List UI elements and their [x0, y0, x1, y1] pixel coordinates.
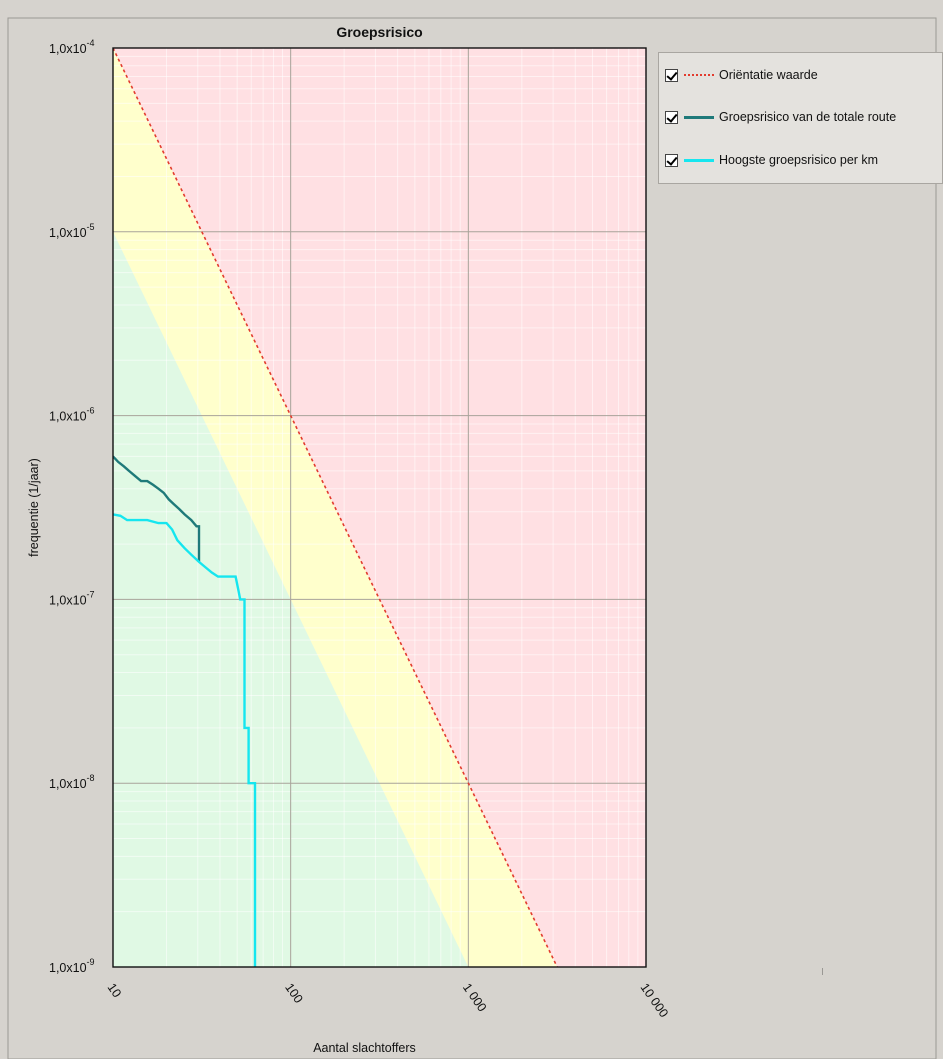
x-tick-label-0: 10	[105, 981, 124, 1000]
series-line-0	[113, 48, 558, 967]
y-tick-label-1: 1,0x10-5	[49, 222, 95, 240]
y-tick-exponent-3: -7	[87, 589, 95, 599]
legend-label-per-km: Hoogste groepsrisico per km	[719, 153, 879, 167]
plot-zones	[113, 48, 646, 967]
legend-checkbox-orientation[interactable]	[665, 68, 678, 82]
chart-title: Groepsrisico	[336, 24, 422, 40]
y-tick-label-0: 1,0x10-4	[49, 38, 95, 56]
y-tick-label-4: 1,0x10-8	[49, 773, 95, 791]
y-tick-label-3: 1,0x10-7	[49, 589, 95, 607]
legend-item-orientation[interactable]: Oriëntatie waarde	[665, 64, 818, 86]
legend-label-total-route: Groepsrisico van de totale route	[719, 110, 897, 124]
y-tick-exponent-1: -5	[87, 222, 95, 232]
y-tick-exponent-4: -8	[87, 773, 95, 783]
legend-checkbox-total-route[interactable]	[665, 110, 678, 124]
series-line-2	[113, 513, 257, 967]
resize-grip	[822, 968, 823, 975]
legend-swatch-per-km	[684, 158, 714, 162]
legend-swatch-orientation	[684, 74, 714, 76]
x-axis-label: Aantal slachtoffers	[313, 1041, 416, 1055]
y-tick-label-2: 1,0x10-6	[49, 406, 95, 424]
legend-item-per-km[interactable]: Hoogste groepsrisico per km	[665, 149, 878, 171]
y-tick-exponent-0: -4	[87, 38, 95, 48]
y-axis-label: frequentie (1/jaar)	[27, 458, 41, 557]
legend-checkbox-per-km[interactable]	[665, 153, 678, 167]
series-line-1	[113, 455, 201, 562]
chart-legend: Oriëntatie waarde Groepsrisico van de to…	[658, 52, 943, 184]
y-tick-exponent-2: -6	[87, 406, 95, 416]
legend-swatch-total-route	[684, 115, 714, 119]
y-tick-exponent-5: -9	[87, 957, 95, 967]
legend-label-orientation: Oriëntatie waarde	[719, 68, 818, 82]
plot-border	[112, 47, 647, 968]
minor-grid	[113, 48, 646, 967]
legend-item-total-route[interactable]: Groepsrisico van de totale route	[665, 106, 896, 128]
y-tick-label-5: 1,0x10-9	[49, 957, 95, 975]
